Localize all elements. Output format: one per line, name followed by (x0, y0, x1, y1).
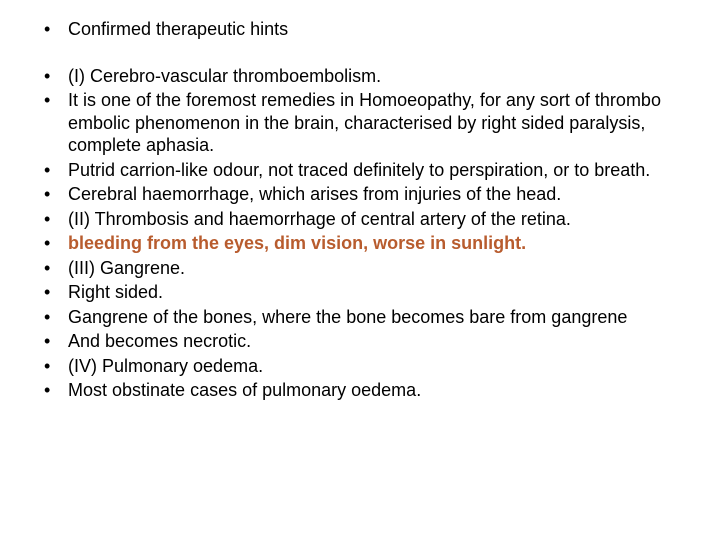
list-item-text: Putrid carrion-like odour, not traced de… (68, 160, 650, 180)
title-bullet: Confirmed therapeutic hints (28, 18, 692, 41)
list-item: And becomes necrotic. (28, 330, 692, 353)
list-item-text: Gangrene of the bones, where the bone be… (68, 307, 627, 327)
list-item-text: (IV) Pulmonary oedema. (68, 356, 263, 376)
list-item-text: bleeding from the eyes, dim vision, wors… (68, 233, 526, 253)
list-item: Most obstinate cases of pulmonary oedema… (28, 379, 692, 402)
list-item-text: And becomes necrotic. (68, 331, 251, 351)
list-item: Right sided. (28, 281, 692, 304)
list-item: Cerebral haemorrhage, which arises from … (28, 183, 692, 206)
list-item: It is one of the foremost remedies in Ho… (28, 89, 692, 157)
list-item: (I) Cerebro-vascular thromboembolism. (28, 65, 692, 88)
list-item-text: Cerebral haemorrhage, which arises from … (68, 184, 561, 204)
list-item: (III) Gangrene. (28, 257, 692, 280)
list-item: (IV) Pulmonary oedema. (28, 355, 692, 378)
list-item-text: Right sided. (68, 282, 163, 302)
list-item-text: (I) Cerebro-vascular thromboembolism. (68, 66, 381, 86)
bullet-list: Confirmed therapeutic hints (28, 18, 692, 41)
list-item-text: (II) Thrombosis and haemorrhage of centr… (68, 209, 571, 229)
list-item-text: It is one of the foremost remedies in Ho… (68, 90, 661, 155)
list-item-text: Most obstinate cases of pulmonary oedema… (68, 380, 421, 400)
spacer (28, 43, 692, 65)
list-item: Gangrene of the bones, where the bone be… (28, 306, 692, 329)
list-item-text: (III) Gangrene. (68, 258, 185, 278)
list-item: (II) Thrombosis and haemorrhage of centr… (28, 208, 692, 231)
title-text: Confirmed therapeutic hints (68, 19, 288, 39)
list-item: bleeding from the eyes, dim vision, wors… (28, 232, 692, 255)
slide-content: Confirmed therapeutic hints (I) Cerebro-… (28, 18, 692, 522)
item-list: (I) Cerebro-vascular thromboembolism. It… (28, 65, 692, 402)
list-item: Putrid carrion-like odour, not traced de… (28, 159, 692, 182)
